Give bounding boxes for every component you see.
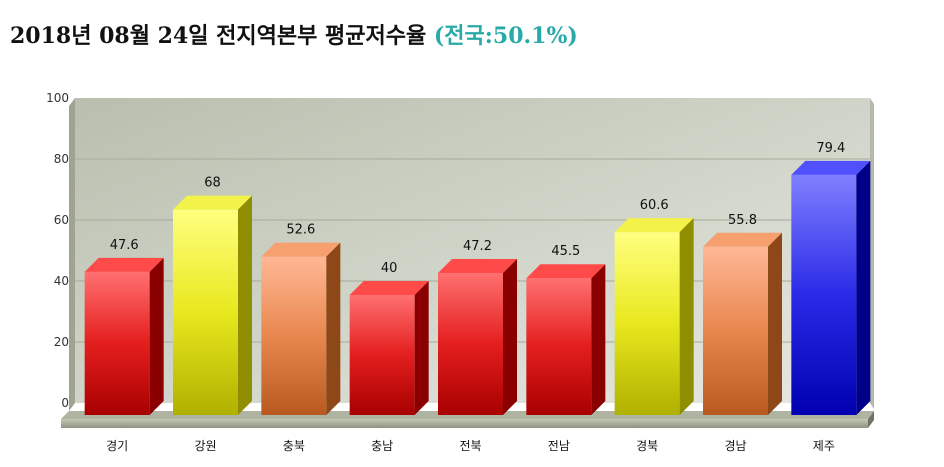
bar-top <box>438 259 517 274</box>
bar-top <box>84 257 164 272</box>
bar-front <box>438 273 503 415</box>
bar-front <box>791 174 857 415</box>
bar-side <box>591 264 606 415</box>
floor-side <box>868 411 874 428</box>
value-label: 60.6 <box>640 198 669 213</box>
category-label: 경기 <box>106 439 128 453</box>
bar-front <box>703 246 768 415</box>
value-label: 79.4 <box>816 141 845 156</box>
bar <box>614 218 694 415</box>
bars <box>84 160 871 415</box>
category-labels: 경기 강원 충북 충남 전북 전남 경북 경남 제주 <box>106 439 835 453</box>
bar-front <box>526 278 592 415</box>
y-tick-label: 40 <box>54 274 69 288</box>
bar-top <box>526 264 606 279</box>
category-label: 충북 <box>283 439 305 453</box>
bar-front <box>261 256 327 415</box>
value-label: 45.5 <box>551 244 580 259</box>
bar-side <box>149 257 164 415</box>
y-tick-label: 100 <box>46 91 69 105</box>
chart-title-national: (전국:50.1%) <box>433 23 578 49</box>
bar-side <box>679 218 694 415</box>
bar-front <box>349 295 415 415</box>
y-tick-label: 20 <box>54 335 69 349</box>
bar-side <box>414 281 429 415</box>
right-wall-edge <box>870 98 874 409</box>
value-label: 55.8 <box>728 213 757 228</box>
bar-side <box>768 232 782 415</box>
bar-side <box>856 160 871 415</box>
value-label: 40 <box>381 261 398 276</box>
chart-title: 2018년 08월 24일 전지역본부 평균저수율 (전국:50.1%) <box>10 18 578 50</box>
bar-front <box>614 232 680 415</box>
bar-side <box>326 242 341 415</box>
y-tick-label: 60 <box>54 213 69 227</box>
bar-side <box>238 195 252 415</box>
left-wall <box>69 98 75 411</box>
bar-side <box>503 259 517 415</box>
bar <box>703 232 782 415</box>
bar <box>349 281 429 415</box>
bar-top <box>703 232 782 247</box>
category-label: 충남 <box>371 439 393 453</box>
bar-top <box>614 218 694 233</box>
value-label: 52.6 <box>286 223 315 238</box>
category-label: 경남 <box>724 439 746 453</box>
y-tick-label: 80 <box>54 152 69 166</box>
bar-front <box>173 209 238 415</box>
value-labels: 47.6 68 52.6 40 47.2 45.5 60.6 55.8 79.4 <box>110 141 846 276</box>
bar <box>438 259 517 415</box>
y-axis-ticks: 0 20 40 60 80 100 <box>46 91 69 410</box>
bar-top <box>261 242 341 257</box>
bar <box>84 257 164 415</box>
value-label: 47.6 <box>110 238 139 253</box>
category-label: 경북 <box>636 439 658 453</box>
bar-top <box>349 281 429 295</box>
bar <box>173 195 252 415</box>
category-label: 전북 <box>459 439 481 453</box>
y-tick-label: 0 <box>61 396 69 410</box>
category-label: 전남 <box>548 439 570 453</box>
floor-front <box>61 419 868 428</box>
bar-front <box>84 271 150 415</box>
bar <box>791 160 871 415</box>
bar <box>261 242 341 415</box>
chart-title-main: 2018년 08월 24일 전지역본부 평균저수율 <box>10 23 434 49</box>
category-label: 강원 <box>194 439 216 453</box>
bar <box>526 264 606 415</box>
value-label: 68 <box>204 176 221 191</box>
category-label: 제주 <box>813 439 835 453</box>
bar-top <box>791 160 871 175</box>
bar-top <box>173 195 252 210</box>
value-label: 47.2 <box>463 239 492 254</box>
